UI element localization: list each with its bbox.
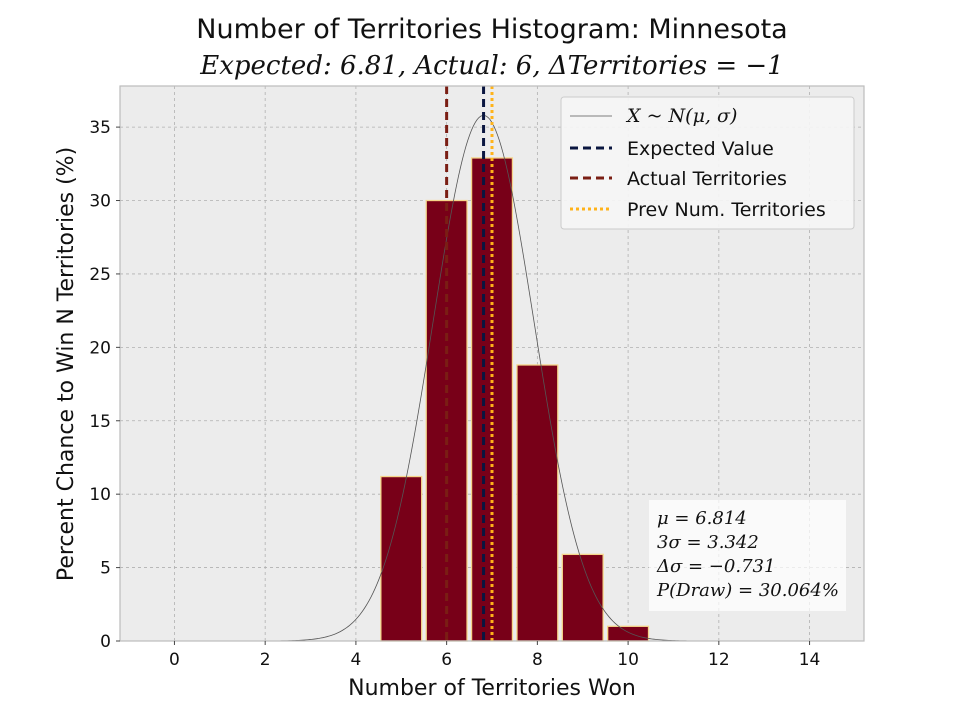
legend-label-normal: X ~ N(μ, σ) xyxy=(625,105,737,127)
x-tick-label: 6 xyxy=(441,650,452,670)
y-tick-label: 5 xyxy=(100,559,111,579)
stats-three-sigma: 3σ = 3.342 xyxy=(657,532,759,553)
y-tick-label: 30 xyxy=(89,192,111,212)
x-tick-label: 10 xyxy=(617,650,639,670)
stats-p-draw: P(Draw) = 30.064% xyxy=(656,580,839,601)
y-tick-label: 10 xyxy=(89,485,111,505)
x-ticks: 0 2 4 6 8 10 12 14 xyxy=(169,641,820,670)
x-tick-label: 4 xyxy=(350,650,361,670)
stats-mu: μ = 6.814 xyxy=(657,508,747,529)
histogram-bar xyxy=(561,553,604,642)
x-tick-label: 0 xyxy=(169,650,180,670)
plot-frame xyxy=(119,85,865,642)
histogram-bar xyxy=(380,475,423,642)
stats-box-background xyxy=(649,500,846,611)
x-tick-label: 2 xyxy=(260,650,271,670)
chart-subtitle: Expected: 6.81, Actual: 6, ΔTerritories … xyxy=(199,51,783,81)
reference-lines xyxy=(445,86,494,641)
chart-title: Number of Territories Histogram: Minneso… xyxy=(196,14,787,45)
y-axis-label: Percent Chance to Win N Territories (%) xyxy=(54,147,79,581)
y-tick-label: 35 xyxy=(89,118,111,138)
y-ticks: 0 5 10 15 20 25 30 35 xyxy=(89,118,120,652)
x-tick-label: 12 xyxy=(708,650,730,670)
histogram-bar xyxy=(607,625,650,642)
y-tick-label: 20 xyxy=(89,338,111,358)
legend: X ~ N(μ, σ) Expected Value Actual Territ… xyxy=(560,96,855,230)
legend-label-actual: Actual Territories xyxy=(627,168,787,190)
legend-box xyxy=(560,96,855,230)
stats-delta-sigma: Δσ = −0.731 xyxy=(656,556,775,577)
x-axis-label: Number of Territories Won xyxy=(348,676,636,701)
stats-box: μ = 6.814 3σ = 3.342 Δσ = −0.731 P(Draw)… xyxy=(649,500,846,611)
y-tick-label: 0 xyxy=(100,632,111,652)
legend-label-expected: Expected Value xyxy=(627,138,774,160)
histogram-bar xyxy=(516,364,559,642)
x-tick-label: 14 xyxy=(799,650,821,670)
y-tick-label: 15 xyxy=(89,412,111,432)
x-tick-label: 8 xyxy=(532,650,543,670)
legend-label-previous: Prev Num. Territories xyxy=(627,199,826,221)
y-tick-label: 25 xyxy=(89,265,111,285)
